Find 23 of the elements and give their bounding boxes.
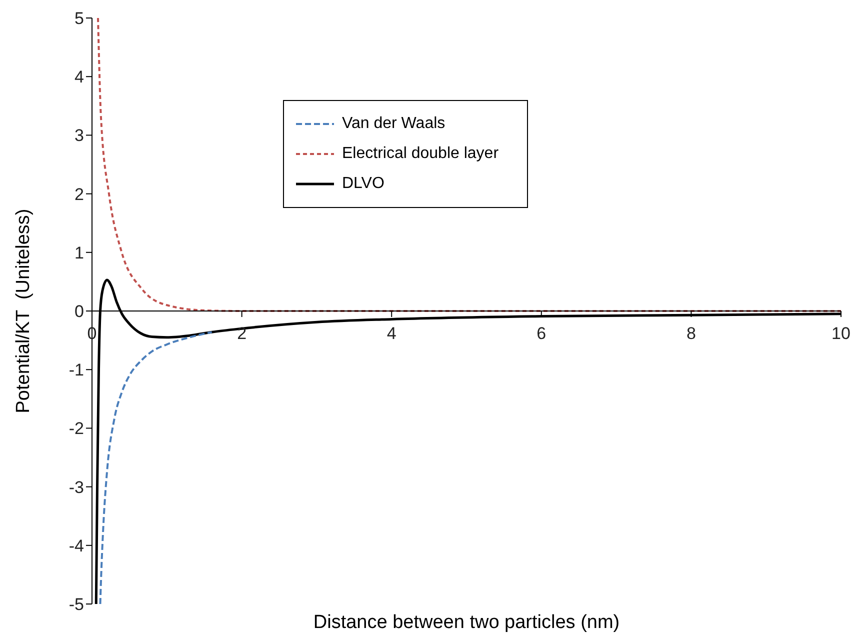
y-tick-label: -2 [68, 419, 84, 438]
line-series [99, 331, 213, 604]
y-tick-label: -1 [68, 360, 84, 380]
legend-label: DLVO [342, 175, 384, 193]
y-tick-label: -4 [68, 536, 84, 556]
y-tick-label: 5 [74, 9, 84, 28]
y-tick-label: -3 [68, 478, 84, 497]
y-axis-title: Potential/KT (Uniteless) [13, 208, 35, 414]
legend-label: Van der Waals [342, 115, 446, 133]
y-tick-label: 1 [74, 243, 84, 262]
x-axis-title: Distance between two particles (nm) [312, 612, 621, 634]
y-tick-label: 4 [74, 68, 84, 87]
x-tick-label: 10 [832, 324, 850, 343]
line-series [96, 18, 841, 312]
legend-label: Electrical double layer [342, 145, 499, 163]
x-tick-label: 6 [536, 324, 546, 343]
x-tick-label: 2 [237, 324, 247, 343]
y-tick-label: 0 [74, 302, 84, 322]
x-tick-label: 4 [386, 324, 396, 343]
y-tick-label: -5 [68, 595, 84, 614]
y-tick-label: 2 [74, 184, 84, 204]
x-tick-label: 8 [686, 324, 696, 343]
y-tick-label: 3 [74, 126, 84, 146]
